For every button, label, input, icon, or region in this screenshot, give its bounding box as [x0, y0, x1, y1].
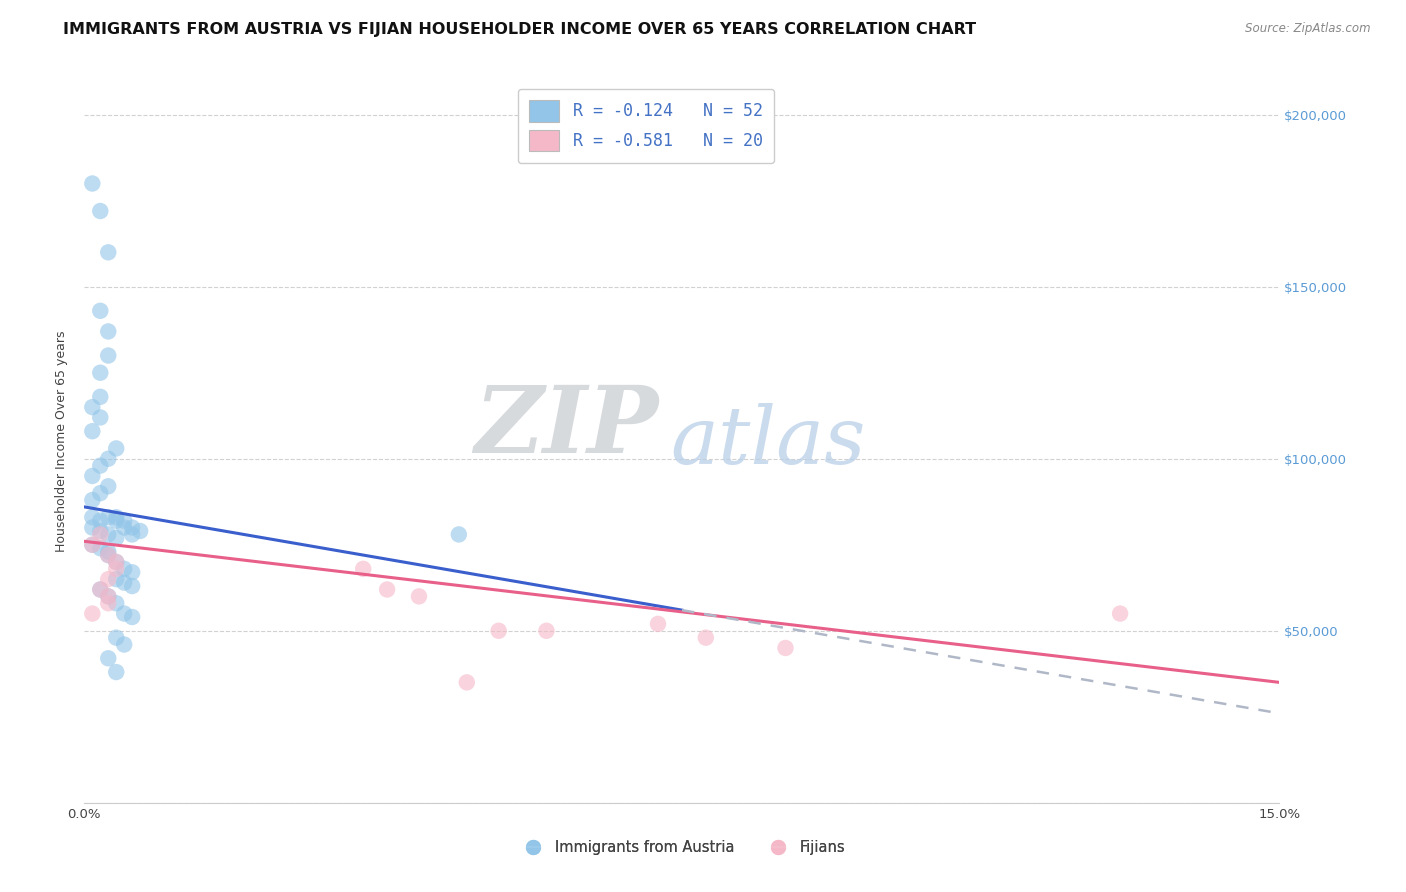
Point	[129, 524, 152, 538]
Point	[105, 510, 128, 524]
Point	[97, 572, 120, 586]
Text: atlas: atlas	[671, 403, 865, 480]
Point	[112, 575, 135, 590]
Point	[647, 616, 669, 631]
Point	[121, 610, 143, 624]
Point	[105, 631, 128, 645]
Point	[82, 520, 104, 534]
Point	[97, 451, 120, 466]
Point	[447, 527, 470, 541]
Point	[89, 582, 111, 597]
Point	[89, 390, 111, 404]
Point	[488, 624, 510, 638]
Text: ZIP: ZIP	[474, 382, 658, 472]
Point	[112, 638, 135, 652]
Point	[97, 590, 120, 604]
Y-axis label: Householder Income Over 65 years: Householder Income Over 65 years	[55, 331, 69, 552]
Point	[112, 607, 135, 621]
Point	[121, 566, 143, 580]
Point	[121, 527, 143, 541]
Point	[89, 303, 111, 318]
Point	[89, 410, 111, 425]
Point	[89, 541, 111, 556]
Point	[82, 493, 104, 508]
Point	[775, 640, 797, 655]
Point	[89, 524, 111, 538]
Legend: Immigrants from Austria, Fijians: Immigrants from Austria, Fijians	[512, 834, 852, 861]
Point	[97, 527, 120, 541]
Point	[89, 527, 111, 541]
Point	[97, 510, 120, 524]
Point	[97, 596, 120, 610]
Point	[97, 245, 120, 260]
Point	[105, 596, 128, 610]
Point	[82, 400, 104, 414]
Point	[97, 349, 120, 363]
Point	[97, 325, 120, 339]
Point	[97, 590, 120, 604]
Text: IMMIGRANTS FROM AUSTRIA VS FIJIAN HOUSEHOLDER INCOME OVER 65 YEARS CORRELATION C: IMMIGRANTS FROM AUSTRIA VS FIJIAN HOUSEH…	[63, 22, 976, 37]
Point	[82, 424, 104, 438]
Point	[89, 204, 111, 219]
Point	[121, 520, 143, 534]
Point	[352, 562, 374, 576]
Point	[89, 366, 111, 380]
Point	[105, 665, 128, 679]
Point	[408, 590, 430, 604]
Point	[112, 520, 135, 534]
Point	[97, 479, 120, 493]
Point	[121, 579, 143, 593]
Point	[82, 177, 104, 191]
Point	[89, 514, 111, 528]
Point	[97, 548, 120, 562]
Point	[695, 631, 717, 645]
Point	[536, 624, 558, 638]
Point	[82, 607, 104, 621]
Point	[82, 469, 104, 483]
Point	[89, 582, 111, 597]
Point	[456, 675, 478, 690]
Point	[112, 514, 135, 528]
Point	[97, 651, 120, 665]
Point	[112, 562, 135, 576]
Point	[105, 555, 128, 569]
Point	[375, 582, 398, 597]
Point	[82, 538, 104, 552]
Text: Source: ZipAtlas.com: Source: ZipAtlas.com	[1246, 22, 1371, 36]
Point	[105, 531, 128, 545]
Point	[82, 538, 104, 552]
Point	[105, 555, 128, 569]
Point	[97, 544, 120, 558]
Point	[105, 442, 128, 456]
Point	[97, 548, 120, 562]
Point	[82, 510, 104, 524]
Point	[1109, 607, 1132, 621]
Point	[105, 562, 128, 576]
Point	[105, 514, 128, 528]
Point	[105, 572, 128, 586]
Point	[89, 458, 111, 473]
Point	[89, 486, 111, 500]
